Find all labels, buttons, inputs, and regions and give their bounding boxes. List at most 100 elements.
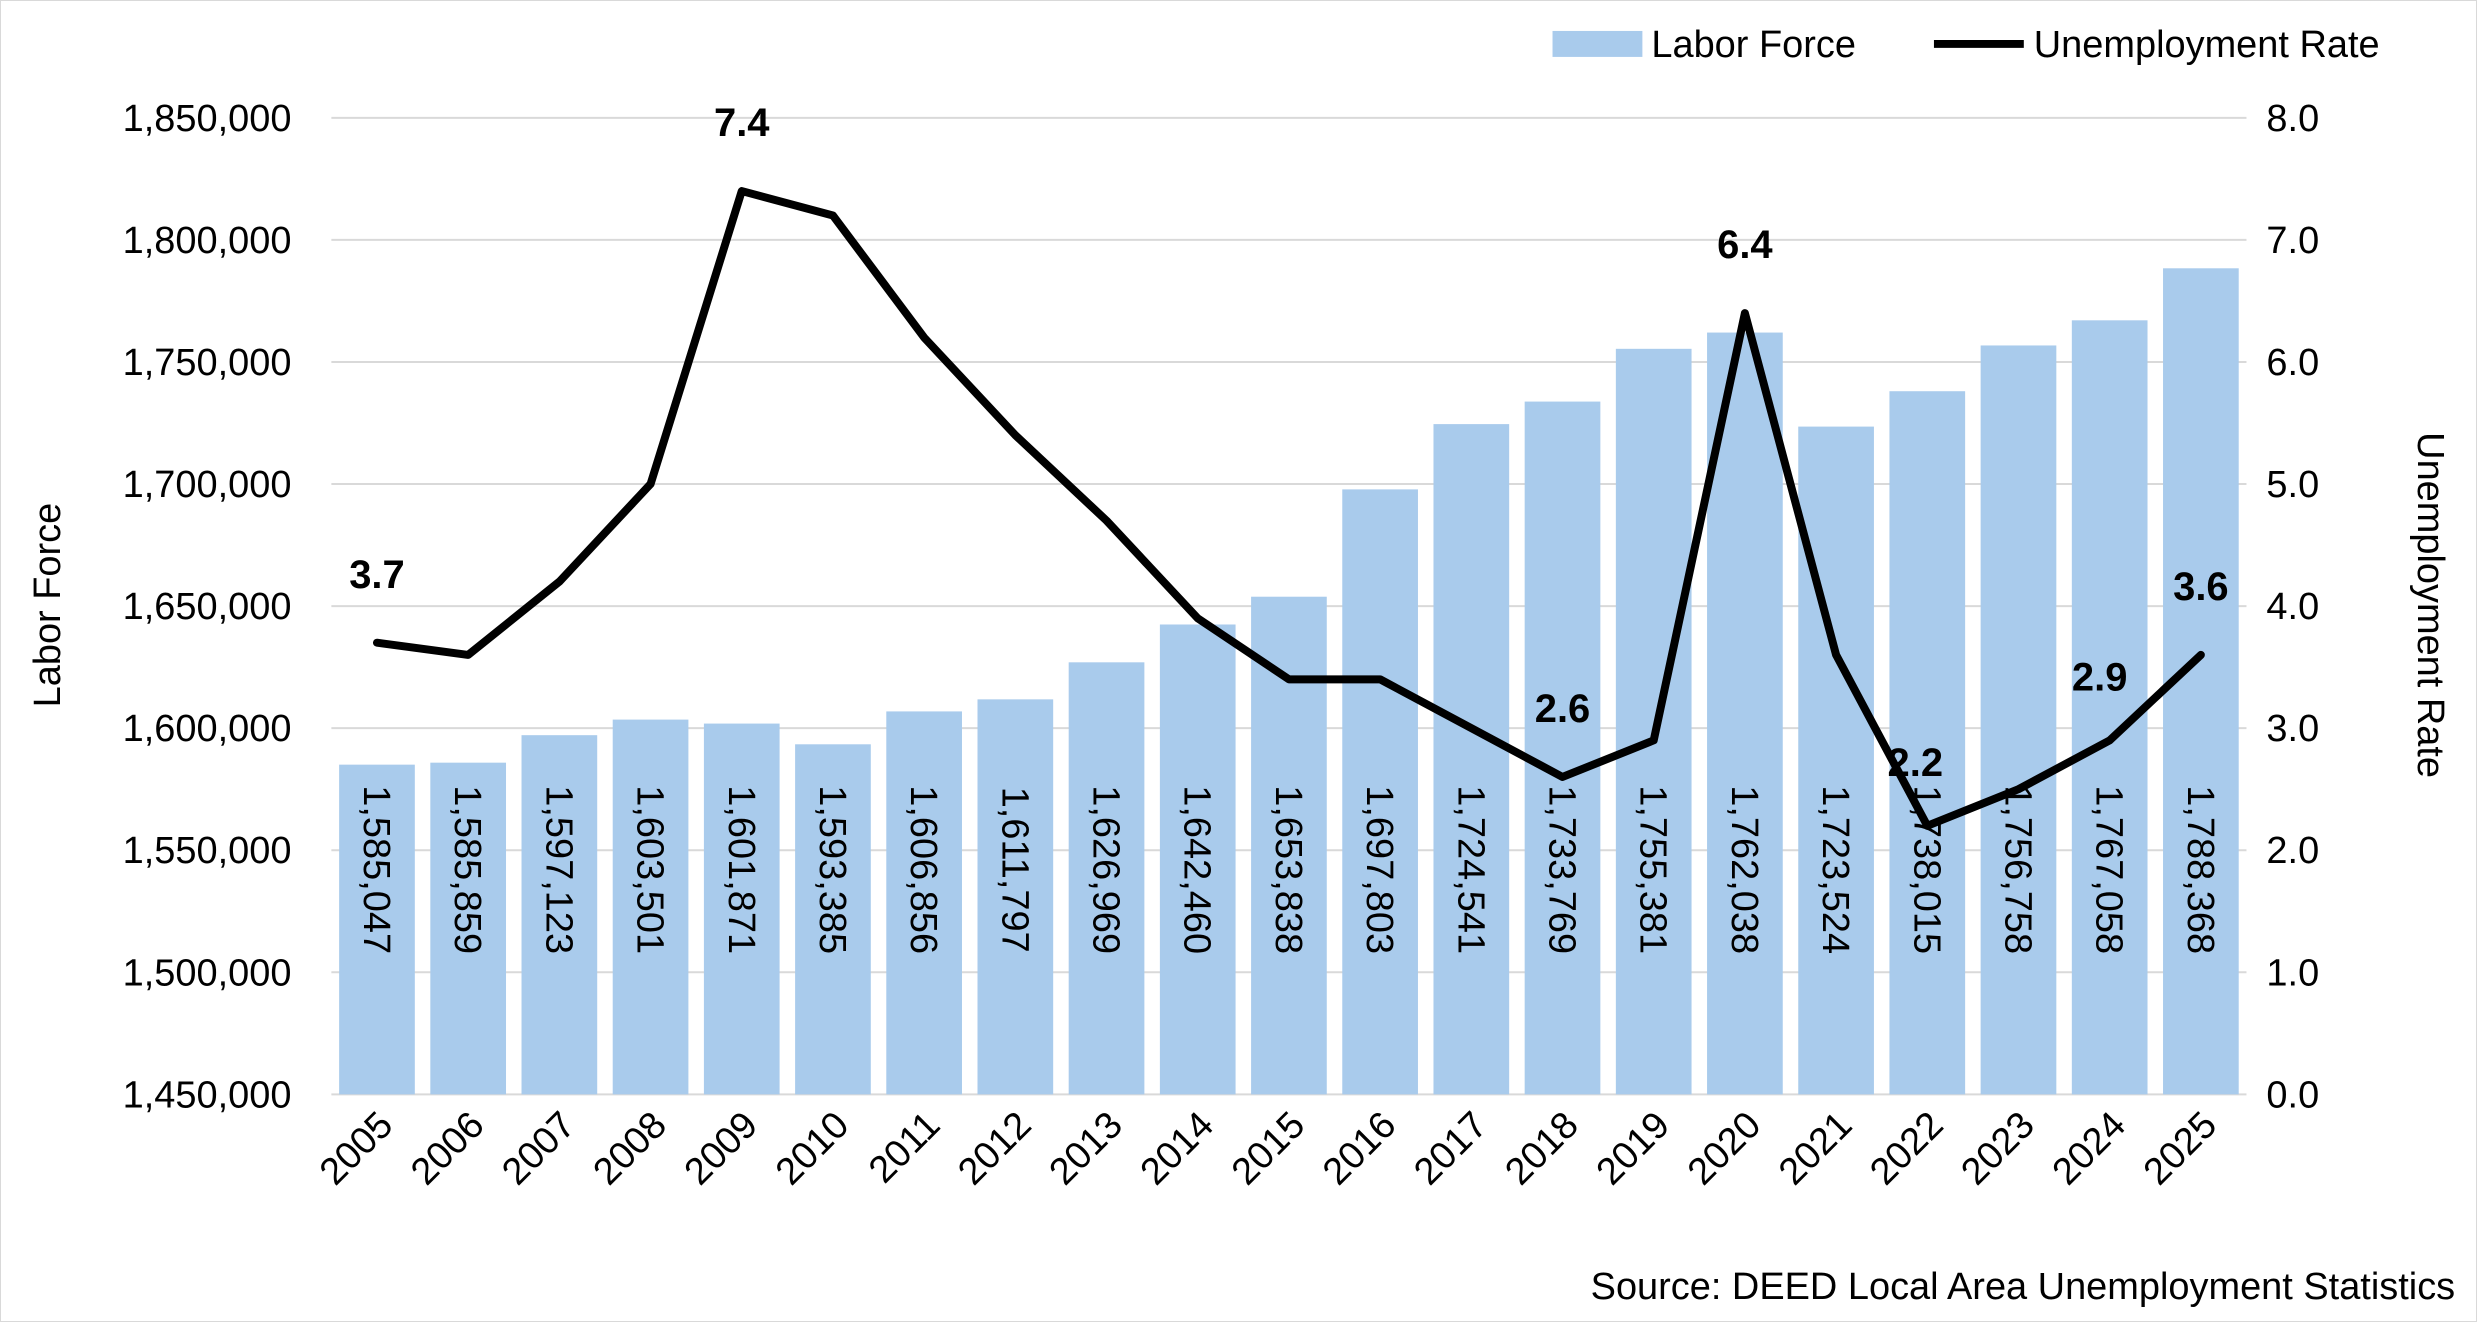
x-axis-tick-label: 2015	[1224, 1104, 1313, 1193]
labor-force-bar-label: 1,755,381	[1632, 785, 1674, 954]
left-axis-tick-label: 1,750,000	[123, 342, 292, 384]
unemployment-rate-point-label: 3.7	[349, 553, 405, 597]
labor-force-bar	[703, 723, 780, 1095]
x-axis-tick-label: 2011	[861, 1104, 948, 1191]
left-axis-tick-label: 1,600,000	[123, 708, 292, 750]
labor-force-bar-label: 1,767,058	[2088, 785, 2130, 954]
x-axis-tick-labels: 2005 2006 2007 2008 2009 2010 2011 2012 2013 2014…	[312, 1104, 2225, 1193]
x-axis-tick-label: 2017	[1406, 1104, 1495, 1193]
x-axis-tick-label: 2025	[2136, 1104, 2225, 1193]
left-axis-title: Labor Force	[27, 503, 69, 708]
labor-force-bar	[521, 735, 598, 1095]
left-axis-tick-labels: 1,450,000 1,500,000 1,550,000 1,600,000 1,65…	[123, 98, 292, 1117]
labor-force-bar-label: 1,593,385	[811, 785, 853, 954]
x-axis-tick-label: 2010	[768, 1104, 857, 1193]
labor-force-bar-label: 1,723,524	[1814, 785, 1856, 954]
right-axis-tick-label: 0.0	[2266, 1074, 2319, 1116]
left-axis-tick-label: 1,500,000	[123, 952, 292, 994]
unemployment-rate-point-label: 3.6	[2173, 565, 2228, 609]
legend-label-unemployment-rate: Unemployment Rate	[2034, 24, 2380, 66]
right-axis-tick-label: 4.0	[2266, 586, 2319, 628]
labor-force-bar-label: 1,601,871	[720, 785, 762, 954]
unemployment-rate-point-label: 2.2	[1888, 741, 1944, 785]
x-axis-tick-label: 2008	[586, 1104, 675, 1193]
right-axis-tick-label: 1.0	[2266, 952, 2319, 994]
legend: Labor Force Unemployment Rate	[1552, 24, 2380, 66]
labor-force-bar	[430, 762, 507, 1095]
right-axis-title: Unemployment Rate	[2409, 432, 2451, 778]
labor-force-bar-label: 1,597,123	[537, 785, 579, 954]
right-axis-tick-label: 5.0	[2266, 464, 2319, 506]
x-axis-tick-label: 2007	[494, 1104, 583, 1193]
labor-force-bar	[1159, 624, 1236, 1095]
right-axis-tick-label: 3.0	[2266, 708, 2319, 750]
x-axis-tick-label: 2020	[1680, 1104, 1769, 1193]
labor-force-bar-label: 1,697,803	[1358, 785, 1400, 954]
labor-force-bar-label: 1,606,856	[902, 785, 944, 954]
x-axis-tick-label: 2014	[1133, 1104, 1222, 1193]
labor-force-bar	[977, 699, 1054, 1095]
x-axis-tick-label: 2016	[1315, 1104, 1404, 1193]
right-axis-tick-label: 6.0	[2266, 342, 2319, 384]
x-axis-tick-label: 2024	[2045, 1104, 2134, 1193]
labor-force-bar-labels: 1,585,047 1,585,859 1,597,123 1,603,501 1,60…	[355, 785, 2221, 954]
left-axis-tick-label: 1,650,000	[123, 586, 292, 628]
x-axis-tick-label: 2009	[677, 1104, 766, 1193]
labor-force-bar	[1433, 424, 1510, 1095]
labor-force-bar	[2071, 320, 2148, 1095]
labor-force-bar-label: 1,762,038	[1723, 785, 1765, 954]
x-axis-tick-label: 2013	[1041, 1104, 1130, 1193]
unemployment-rate-point-labels: 3.7 7.4 2.6 6.4 2.2 2.9 3.6	[349, 101, 2228, 785]
labor-force-bar	[1980, 345, 2057, 1095]
labor-force-bar-label: 1,626,969	[1085, 785, 1127, 954]
labor-force-bars	[339, 268, 2239, 1095]
left-axis-tick-label: 1,450,000	[123, 1074, 292, 1116]
labor-force-bar	[1524, 401, 1601, 1095]
unemployment-rate-point-label: 2.9	[2072, 655, 2127, 699]
labor-force-bar	[795, 744, 871, 1095]
labor-force-bar-label: 1,585,047	[355, 785, 397, 954]
x-axis-tick-label: 2012	[950, 1104, 1039, 1193]
unemployment-rate-line	[372, 187, 2205, 830]
unemployment-rate-point-label: 2.6	[1535, 687, 1591, 731]
labor-force-bar	[886, 711, 962, 1095]
x-axis-tick-label: 2019	[1589, 1104, 1678, 1193]
labor-force-bar-label: 1,653,838	[1267, 785, 1309, 954]
labor-force-bar	[612, 719, 689, 1095]
labor-force-bar	[1342, 489, 1418, 1095]
labor-force-bar-label: 1,788,368	[2179, 785, 2221, 954]
labor-force-bar-label: 1,738,015	[1905, 785, 1947, 954]
unemployment-rate-point-label: 7.4	[714, 101, 770, 145]
labor-force-bar-label: 1,733,769	[1541, 785, 1583, 954]
right-axis-tick-labels: 0.0 1.0 2.0 3.0 4.0 5.0 6.0 7.0 8.0	[2266, 98, 2319, 1117]
x-axis-tick-label: 2022	[1862, 1104, 1951, 1193]
left-axis-tick-label: 1,700,000	[123, 464, 292, 506]
x-axis-tick-label: 2005	[312, 1104, 401, 1193]
labor-force-bar	[1889, 391, 1966, 1095]
x-axis-tick-label: 2021	[1771, 1104, 1860, 1193]
labor-force-bar	[1707, 332, 1783, 1095]
labor-force-bar-label: 1,642,460	[1176, 785, 1218, 954]
labor-force-bar-label: 1,611,797	[993, 787, 1035, 953]
left-axis-tick-label: 1,800,000	[123, 220, 292, 262]
labor-force-bar-label: 1,585,859	[446, 785, 488, 954]
legend-swatch-labor-force	[1552, 30, 1643, 57]
legend-label-labor-force: Labor Force	[1651, 24, 1856, 66]
x-axis-tick-label: 2006	[403, 1104, 492, 1193]
right-axis-tick-label: 8.0	[2266, 98, 2319, 140]
source-note: Source: DEED Local Area Unemployment Sta…	[1591, 1266, 2456, 1308]
labor-force-bar	[1798, 426, 1874, 1095]
left-axis-tick-label: 1,550,000	[123, 830, 292, 872]
x-axis-tick-label: 2018	[1497, 1104, 1586, 1193]
labor-force-bar-label: 1,603,501	[629, 785, 671, 954]
unemployment-rate-point-label: 6.4	[1717, 223, 1773, 267]
labor-force-bar	[339, 764, 415, 1095]
left-axis-tick-label: 1,850,000	[123, 98, 292, 140]
labor-force-bar-label: 1,724,541	[1449, 785, 1491, 954]
labor-force-bar	[1068, 662, 1145, 1095]
x-axis-tick-label: 2023	[1953, 1104, 2042, 1193]
labor-force-bar-label: 1,756,758	[1997, 785, 2039, 954]
right-axis-tick-label: 2.0	[2266, 830, 2319, 872]
unemployment-rate-polyline	[372, 187, 2205, 830]
